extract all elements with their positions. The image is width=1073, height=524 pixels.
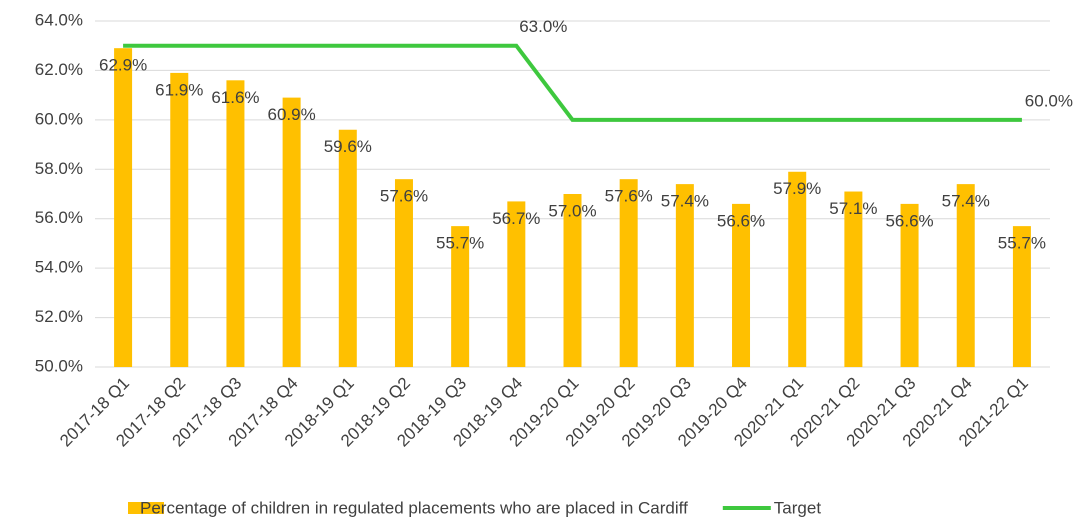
data-label: 56.7% (492, 209, 540, 228)
data-label: 57.6% (605, 187, 653, 206)
legend-swatch (128, 502, 164, 514)
bar (507, 201, 526, 367)
bar (1012, 226, 1031, 367)
bar (788, 171, 807, 367)
bar (956, 184, 975, 367)
data-label: 63.0% (519, 17, 567, 36)
y-tick-label: 54.0% (35, 258, 83, 277)
data-label: 57.6% (380, 187, 428, 206)
bar (563, 194, 582, 367)
bar (282, 97, 301, 367)
data-label: 56.6% (717, 211, 765, 230)
y-tick-label: 60.0% (35, 109, 83, 128)
data-label: 60.0% (1025, 91, 1073, 110)
data-label: 57.4% (942, 192, 990, 211)
y-tick-label: 52.0% (35, 307, 83, 326)
bar (338, 129, 357, 367)
bar (675, 184, 694, 367)
bar (619, 179, 638, 367)
data-label: 56.6% (885, 211, 933, 230)
data-label: 59.6% (324, 137, 372, 156)
data-label: 62.9% (99, 56, 147, 75)
data-label: 57.4% (661, 192, 709, 211)
data-label: 61.9% (155, 80, 203, 99)
bar (394, 179, 413, 367)
data-label: 61.6% (211, 88, 259, 107)
y-tick-label: 50.0% (35, 356, 83, 375)
data-label: 60.9% (268, 105, 316, 124)
y-tick-label: 58.0% (35, 159, 83, 178)
data-label: 57.0% (548, 201, 596, 220)
data-label: 57.1% (829, 199, 877, 218)
bar (900, 203, 919, 367)
data-label: 57.9% (773, 179, 821, 198)
data-label: 55.7% (436, 234, 484, 253)
bar (844, 191, 863, 367)
data-label: 55.7% (998, 234, 1046, 253)
bar (170, 72, 189, 368)
target-line (123, 43, 1022, 122)
bar (451, 226, 470, 367)
y-tick-label: 64.0% (35, 10, 83, 29)
y-tick-label: 62.0% (35, 60, 83, 79)
bar (226, 80, 245, 368)
bar (114, 48, 133, 367)
bar (732, 203, 751, 367)
legend-label: Percentage of children in regulated plac… (140, 498, 688, 517)
legend-label: Target (774, 498, 822, 517)
y-tick-label: 56.0% (35, 208, 83, 227)
